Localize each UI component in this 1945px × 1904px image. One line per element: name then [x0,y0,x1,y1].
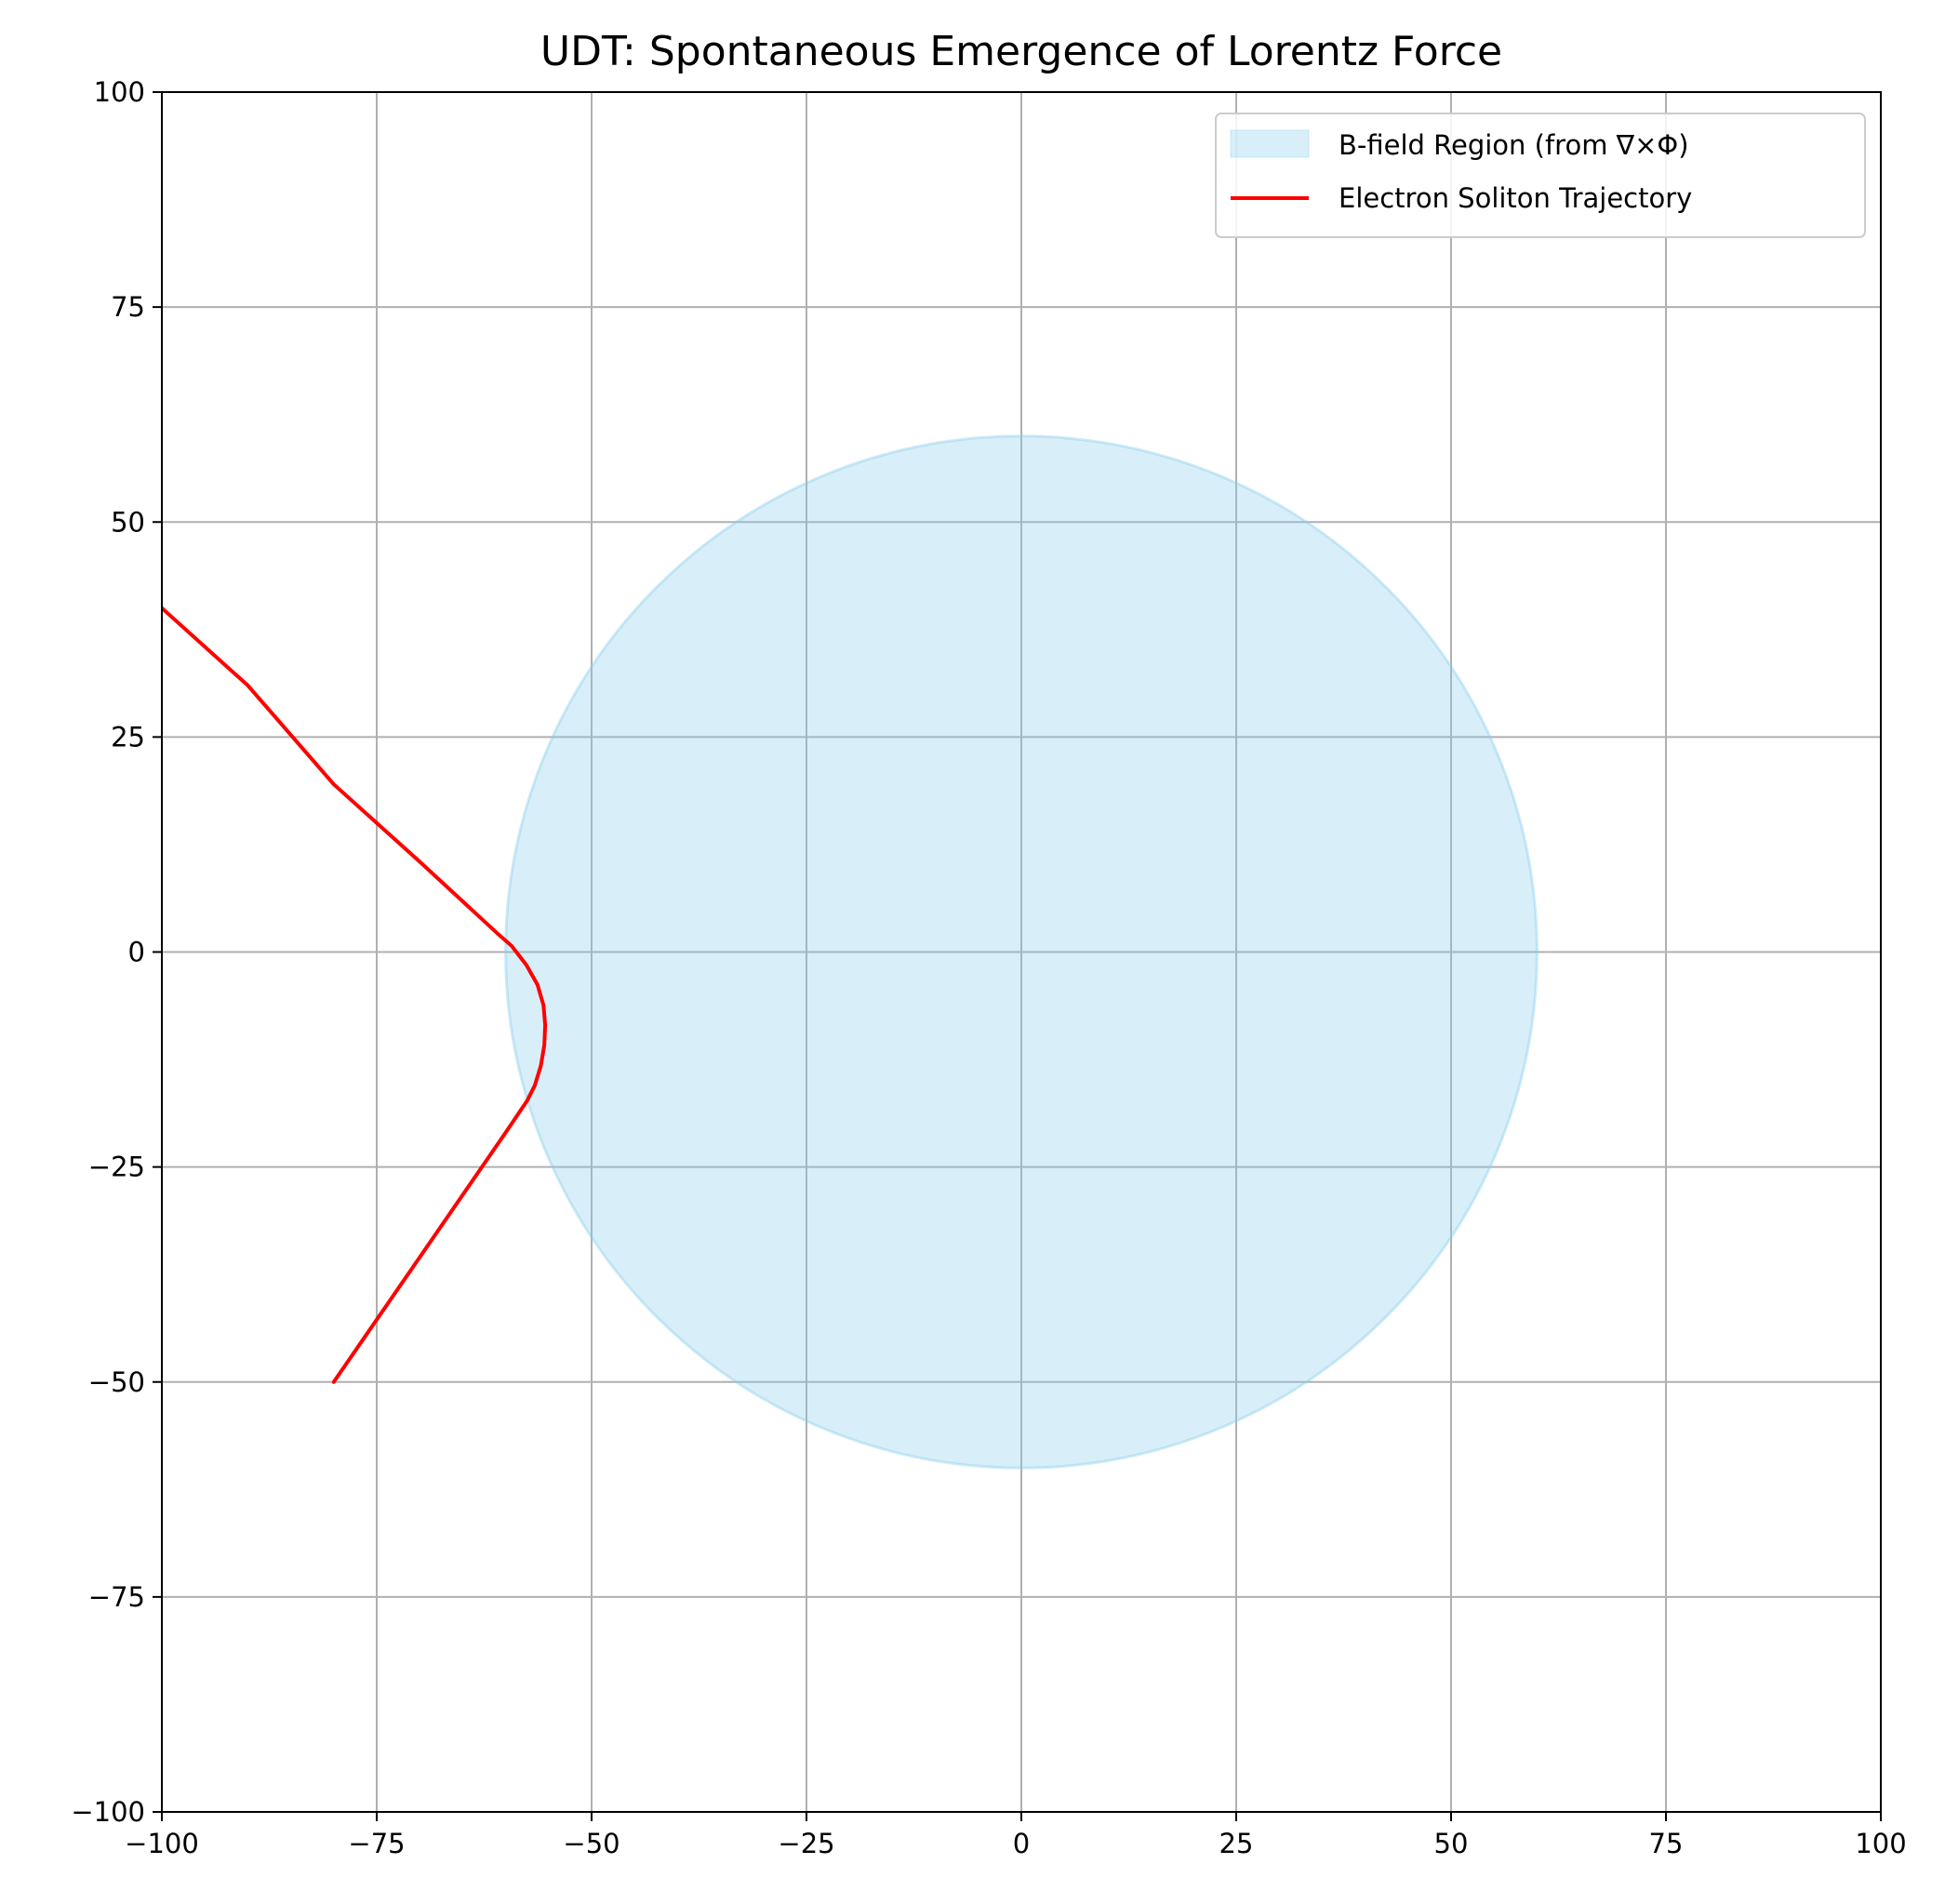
legend: B-field Region (from ∇×Φ) Electron Solit… [1215,113,1866,238]
plot-area [162,434,1539,1470]
y-tick-label: −75 [88,1581,145,1613]
x-tick-label: 25 [1219,1828,1254,1859]
y-tick-label: 0 [128,937,145,968]
x-tick-label: −75 [348,1828,405,1859]
x-tick-label: 50 [1434,1828,1469,1859]
b-field-region [504,434,1539,1470]
legend-box [1215,113,1866,238]
x-tick-label: 100 [1855,1828,1906,1859]
electron-trajectory-line [162,606,548,1384]
y-tick-label: −100 [71,1796,145,1828]
y-tick-label: 25 [111,721,145,752]
y-tick-label: 100 [94,76,145,108]
y-tick-label: 50 [111,506,145,538]
legend-label-region: B-field Region (from ∇×Φ) [1339,129,1689,161]
chart-title: UDT: Spontaneous Emergence of Lorentz Fo… [540,28,1502,75]
x-tick-label: −100 [125,1828,199,1859]
y-tick-label: −50 [88,1366,145,1398]
x-tick-label: −25 [778,1828,834,1859]
y-tick-label: 75 [111,291,145,323]
x-tick-label: −50 [563,1828,619,1859]
x-tick-label: 75 [1649,1828,1684,1859]
legend-region-swatch [1230,129,1310,158]
y-tick-label: −25 [88,1152,145,1183]
ticks: −100 −75 −50 −25 0 25 50 75 100 −100 −75 −50 −25 0 25 5… [71,76,1906,1859]
legend-label-trajectory: Electron Soliton Trajectory [1339,182,1692,214]
x-tick-label: 0 [1013,1828,1030,1859]
